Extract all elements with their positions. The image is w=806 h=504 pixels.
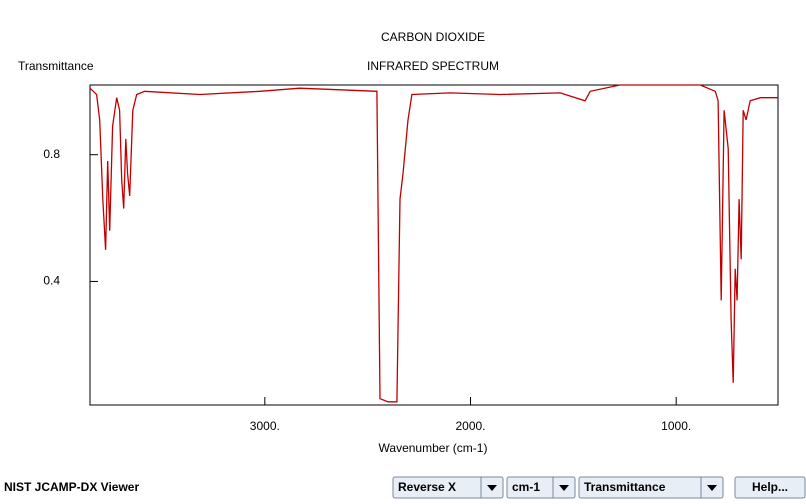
control-button[interactable] xyxy=(734,476,806,499)
x-tick-label: 2000. xyxy=(455,419,485,433)
x-tick-label: 3000. xyxy=(250,419,280,433)
y-tick-label: 0.4 xyxy=(43,274,60,288)
controls: Reverse X cm-1 Transmittance Help... xyxy=(392,476,806,499)
x-axis-label: Wavenumber (cm-1) xyxy=(379,441,488,455)
control-button[interactable] xyxy=(392,476,504,499)
chart-subtitle: INFRARED SPECTRUM xyxy=(367,59,499,73)
control-label: Reverse X xyxy=(398,480,456,494)
dropdown-arrow xyxy=(487,485,497,491)
y-axis-label: Transmittance xyxy=(18,59,94,73)
control-label: cm-1 xyxy=(512,480,540,494)
dropdown-arrow xyxy=(559,485,569,491)
control-label: Transmittance xyxy=(584,480,666,494)
control-button[interactable] xyxy=(578,476,724,499)
chart-title: CARBON DIOXIDE xyxy=(381,30,485,44)
spectrum-line xyxy=(89,84,778,403)
dropdown-arrow xyxy=(707,485,717,491)
x-tick-label: 1000. xyxy=(661,419,691,433)
viewer-name: NIST JCAMP-DX Viewer xyxy=(4,480,139,494)
plot-frame xyxy=(89,84,779,406)
control-button[interactable] xyxy=(506,476,576,499)
control-label: Help... xyxy=(752,480,788,494)
y-tick-label: 0.8 xyxy=(43,147,60,161)
